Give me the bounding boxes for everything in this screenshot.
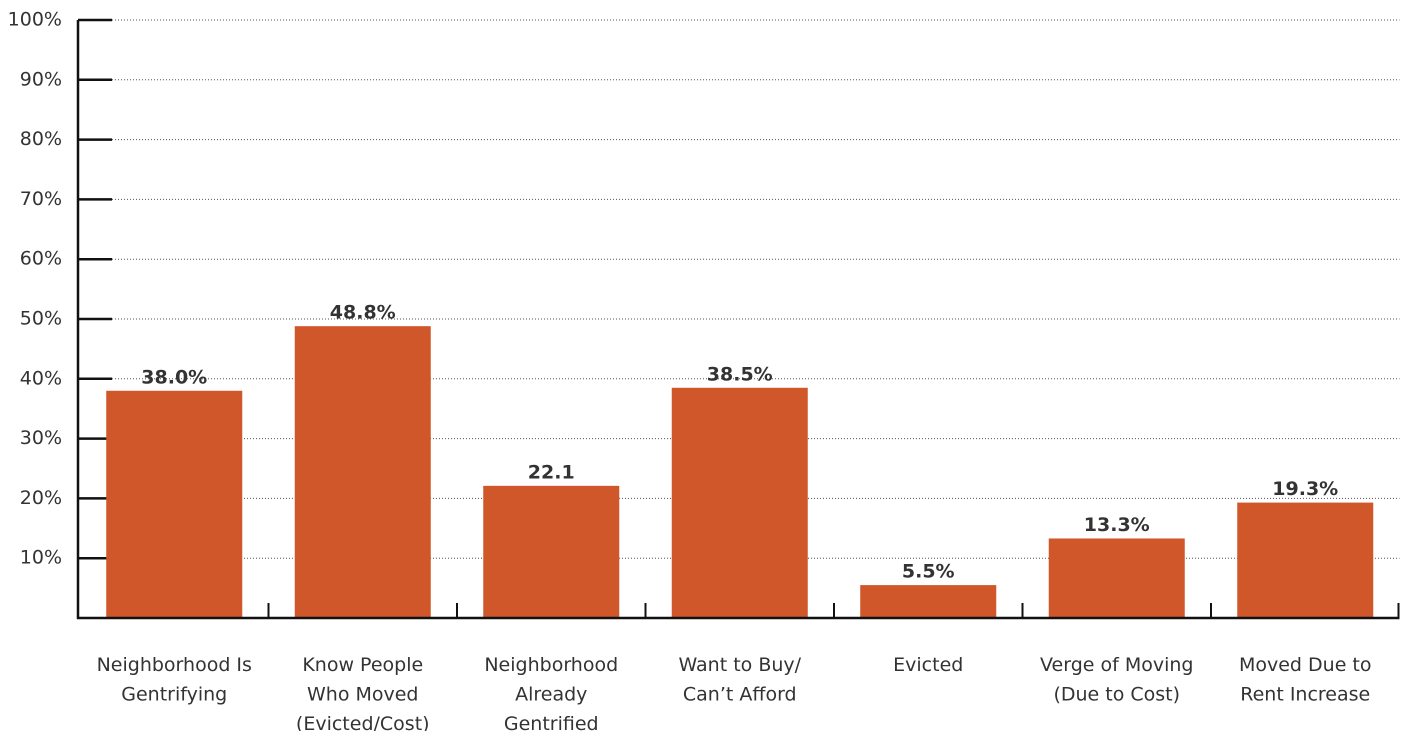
x-tick-label-line: Already — [515, 683, 587, 705]
x-tick-label: Want to Buy/Can’t Afford — [678, 654, 801, 706]
y-tick-label: 50% — [20, 308, 62, 330]
x-tick-label-line: Gentrified — [504, 713, 599, 731]
y-tick-label: 70% — [20, 188, 62, 210]
value-label: 13.3% — [1084, 514, 1150, 536]
x-tick-label: Verge of Moving (Due to Cost) — [1040, 654, 1193, 706]
bar — [106, 390, 243, 618]
bar — [860, 585, 997, 618]
x-tick-label-line: Neighborhood Is — [97, 654, 252, 676]
y-tick-label: 20% — [20, 487, 62, 509]
x-tick-label-line: Gentrifying — [121, 683, 227, 705]
y-tick-label: 90% — [20, 68, 62, 90]
x-tick-label-line: Can’t Afford — [683, 683, 797, 705]
bar — [294, 326, 431, 618]
y-tick-label: 80% — [20, 128, 62, 150]
y-tick-label: 40% — [20, 367, 62, 389]
x-tick-label-line: Who Moved — [307, 683, 419, 705]
x-tick-label-line: Want to Buy/ — [678, 654, 801, 676]
bar — [1048, 538, 1185, 618]
x-tick-label-line: (Evicted/Cost) — [296, 713, 430, 731]
y-tick-label: 30% — [20, 427, 62, 449]
value-label: 38.0% — [141, 366, 207, 388]
value-label: 48.8% — [330, 302, 396, 324]
x-tick-label: Know People Who Moved (Evicted/Cost) — [296, 654, 430, 731]
x-tick-label-line: (Due to Cost) — [1053, 683, 1180, 705]
bar — [483, 485, 620, 618]
x-tick-label-line: Evicted — [893, 654, 963, 676]
y-tick-label: 10% — [20, 547, 62, 569]
x-tick-label: Moved Due to Rent Increase — [1239, 654, 1372, 706]
value-label: 38.5% — [707, 363, 773, 385]
x-tick-label-line: Moved Due to — [1239, 654, 1372, 676]
x-tick-label: Evicted — [893, 654, 963, 676]
bar — [1237, 502, 1374, 618]
x-tick-label: Neighborhood Already Gentrified — [484, 654, 618, 731]
value-label: 19.3% — [1272, 478, 1338, 500]
x-tick-label-line: Verge of Moving — [1040, 654, 1193, 676]
x-tick-label: Neighborhood Is Gentrifying — [97, 654, 252, 706]
bar — [671, 387, 808, 618]
value-label: 22.1 — [528, 461, 575, 483]
y-tick-label: 100% — [8, 9, 62, 31]
x-tick-label-line: Rent Increase — [1240, 683, 1370, 705]
y-tick-label: 60% — [20, 248, 62, 270]
value-label: 5.5% — [902, 561, 955, 583]
x-tick-label-line: Neighborhood — [484, 654, 618, 676]
x-tick-label-line: Know People — [302, 654, 423, 676]
